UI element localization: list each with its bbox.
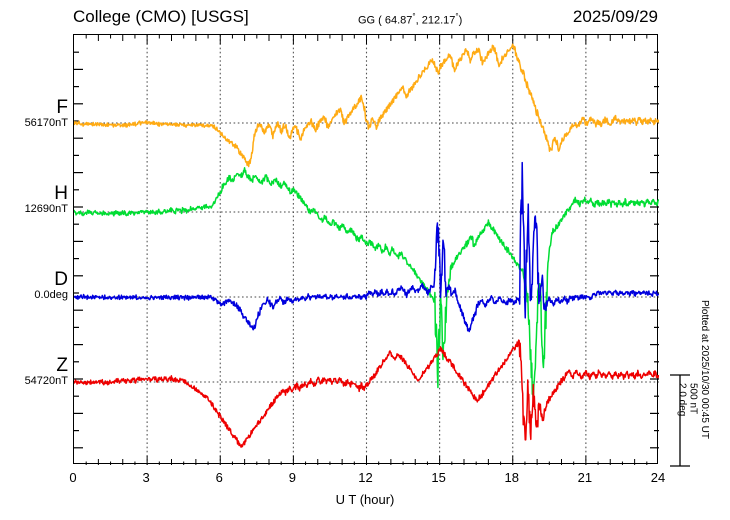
geographic-coordinates: GG ( 64.87°, 212.17°) [358,12,462,27]
scale-bar-label: 500 nT 2.0 deg [676,383,698,416]
y-label-h: H 12690nT [25,184,68,215]
y-label-d-symbol: D [54,269,68,290]
x-tick-label: 21 [577,470,593,485]
x-tick-label: 12 [358,470,373,485]
magnetogram-plot [74,35,659,465]
geo-lat-text: GG ( 64.87 [358,14,413,27]
y-label-d: D 0.0deg [34,270,68,301]
scale-bar-nt: 500 nT [687,383,699,415]
x-tick-label: 0 [69,470,77,485]
x-axis-title: U T (hour) [335,492,395,507]
scale-bar [670,374,690,467]
x-tick-label: 3 [142,470,150,485]
geo-lon-text: , 212.17 [415,14,456,27]
degree-icon: ° [412,12,416,21]
trace-h [74,167,659,402]
trace-f [74,43,659,168]
y-label-z-symbol: Z [56,355,68,376]
x-tick-label: 18 [504,470,519,485]
plot-frame [73,34,659,465]
y-label-h-value: 12690nT [24,202,68,215]
x-tick-label: 9 [288,470,296,485]
x-tick-label: 15 [431,470,446,485]
y-label-f: F 56170nT [25,98,68,129]
station-title: College (CMO) [USGS] [73,7,249,26]
trace-d [74,161,659,333]
trace-z [74,339,659,448]
x-tick-label: 24 [650,470,666,485]
y-label-h-symbol: H [54,183,68,204]
y-label-z-value: 54720nT [24,374,68,387]
x-tick-label: 6 [215,470,223,485]
scale-bar-deg: 2.0 deg [676,383,688,417]
y-label-f-value: 56170nT [24,116,68,129]
y-label-f-symbol: F [56,97,68,118]
y-label-z: Z 54720nT [25,356,68,387]
observation-date: 2025/09/29 [572,7,658,26]
degree-icon-2: ° [455,12,459,21]
geo-paren-close: ) [458,14,463,27]
plotted-timestamp: Plotted at 2025/10/30 00:45 UT [699,300,710,439]
y-label-d-value: 0.0deg [34,288,68,301]
